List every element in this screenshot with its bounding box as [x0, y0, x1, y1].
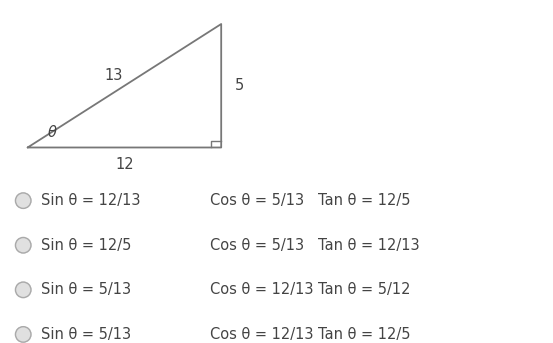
Text: Sin θ = 5/13: Sin θ = 5/13 [41, 327, 132, 342]
Text: Cos θ = 5/13: Cos θ = 5/13 [210, 193, 304, 208]
Text: Cos θ = 12/13: Cos θ = 12/13 [210, 327, 314, 342]
Text: 13: 13 [104, 68, 123, 83]
Text: Cos θ = 5/13: Cos θ = 5/13 [210, 238, 304, 253]
Ellipse shape [15, 193, 31, 209]
Text: Tan θ = 12/5: Tan θ = 12/5 [318, 193, 410, 208]
Text: Cos θ = 12/13: Cos θ = 12/13 [210, 282, 314, 297]
Text: Sin θ = 12/5: Sin θ = 12/5 [41, 238, 132, 253]
Text: Sin θ = 5/13: Sin θ = 5/13 [41, 282, 132, 297]
Text: Tan θ = 12/5: Tan θ = 12/5 [318, 327, 410, 342]
Ellipse shape [15, 237, 31, 253]
Text: 5: 5 [235, 78, 244, 93]
Ellipse shape [15, 282, 31, 298]
Ellipse shape [15, 327, 31, 342]
Text: Sin θ = 12/13: Sin θ = 12/13 [41, 193, 141, 208]
Text: θ: θ [48, 125, 57, 140]
Text: Tan θ = 12/13: Tan θ = 12/13 [318, 238, 420, 253]
Text: 12: 12 [115, 157, 134, 172]
Text: Tan θ = 5/12: Tan θ = 5/12 [318, 282, 410, 297]
